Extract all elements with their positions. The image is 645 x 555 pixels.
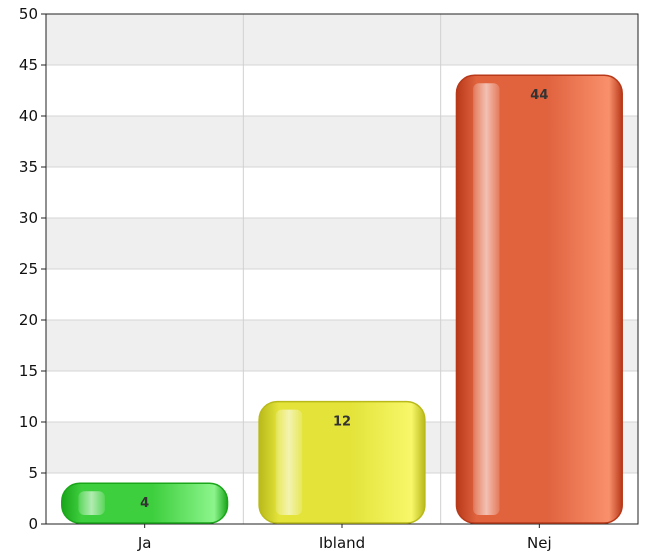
data-label: 44 <box>530 88 548 103</box>
x-tick-label: Nej <box>527 534 552 552</box>
bar-highlight <box>78 491 105 515</box>
x-tick-label: Ja <box>137 534 152 552</box>
data-label: 4 <box>140 496 149 511</box>
bar-highlight <box>275 409 303 515</box>
x-tick-label: Ibland <box>319 534 365 552</box>
y-tick-label: 20 <box>19 311 38 329</box>
y-tick-label: 0 <box>28 515 38 533</box>
data-label: 12 <box>333 415 351 430</box>
y-tick-label: 15 <box>19 362 38 380</box>
y-tick-label: 40 <box>19 107 38 125</box>
y-tick-label: 10 <box>19 413 38 431</box>
y-tick-label: 25 <box>19 260 38 278</box>
y-tick-label: 50 <box>19 5 38 23</box>
y-tick-label: 45 <box>19 56 38 74</box>
plot-band <box>46 14 638 65</box>
y-tick-label: 5 <box>28 464 38 482</box>
bar-highlight <box>473 83 500 515</box>
y-tick-label: 30 <box>19 209 38 227</box>
y-tick-label: 35 <box>19 158 38 176</box>
